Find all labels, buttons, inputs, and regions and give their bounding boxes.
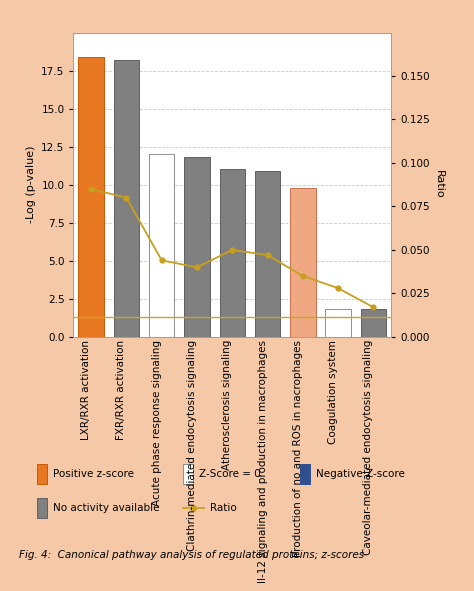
Text: Coagulation system: Coagulation system xyxy=(328,340,338,444)
Bar xyxy=(78,57,104,337)
Text: Caveolar-mediated endocytosis signaling: Caveolar-mediated endocytosis signaling xyxy=(364,340,374,555)
Bar xyxy=(255,171,280,337)
FancyBboxPatch shape xyxy=(183,464,193,484)
Text: Acute phase response signaling: Acute phase response signaling xyxy=(152,340,162,506)
Text: FXR/RXR activation: FXR/RXR activation xyxy=(117,340,127,440)
Bar xyxy=(149,154,174,337)
Bar xyxy=(184,157,210,337)
Y-axis label: -Log (p-value): -Log (p-value) xyxy=(26,146,36,223)
Text: Fig. 4:  Canonical pathway analysis of regulated proteins; z-scores: Fig. 4: Canonical pathway analysis of re… xyxy=(19,550,364,560)
Bar xyxy=(326,310,351,337)
Text: No activity available: No activity available xyxy=(54,503,160,513)
Text: Production of no and ROS in nacrophages: Production of no and ROS in nacrophages xyxy=(293,340,303,557)
Bar xyxy=(290,188,316,337)
Text: Positive z-score: Positive z-score xyxy=(54,469,135,479)
Text: Atherosclerosis signaling: Atherosclerosis signaling xyxy=(222,340,232,470)
Text: Clathrin-mediated endocytosis signaling: Clathrin-mediated endocytosis signaling xyxy=(187,340,197,551)
FancyBboxPatch shape xyxy=(37,498,47,518)
Bar xyxy=(219,170,245,337)
Y-axis label: Ratio: Ratio xyxy=(434,170,444,199)
Bar xyxy=(361,310,386,337)
Text: Negative Z-score: Negative Z-score xyxy=(316,469,405,479)
Bar xyxy=(114,60,139,337)
Text: Il-12 signaling and production in macrophages: Il-12 signaling and production in macrop… xyxy=(257,340,267,583)
FancyBboxPatch shape xyxy=(300,464,310,484)
Text: Ratio: Ratio xyxy=(210,503,237,513)
FancyBboxPatch shape xyxy=(37,464,47,484)
Text: Z-Score = 0: Z-Score = 0 xyxy=(200,469,261,479)
Text: LXR/RXR activation: LXR/RXR activation xyxy=(81,340,91,440)
